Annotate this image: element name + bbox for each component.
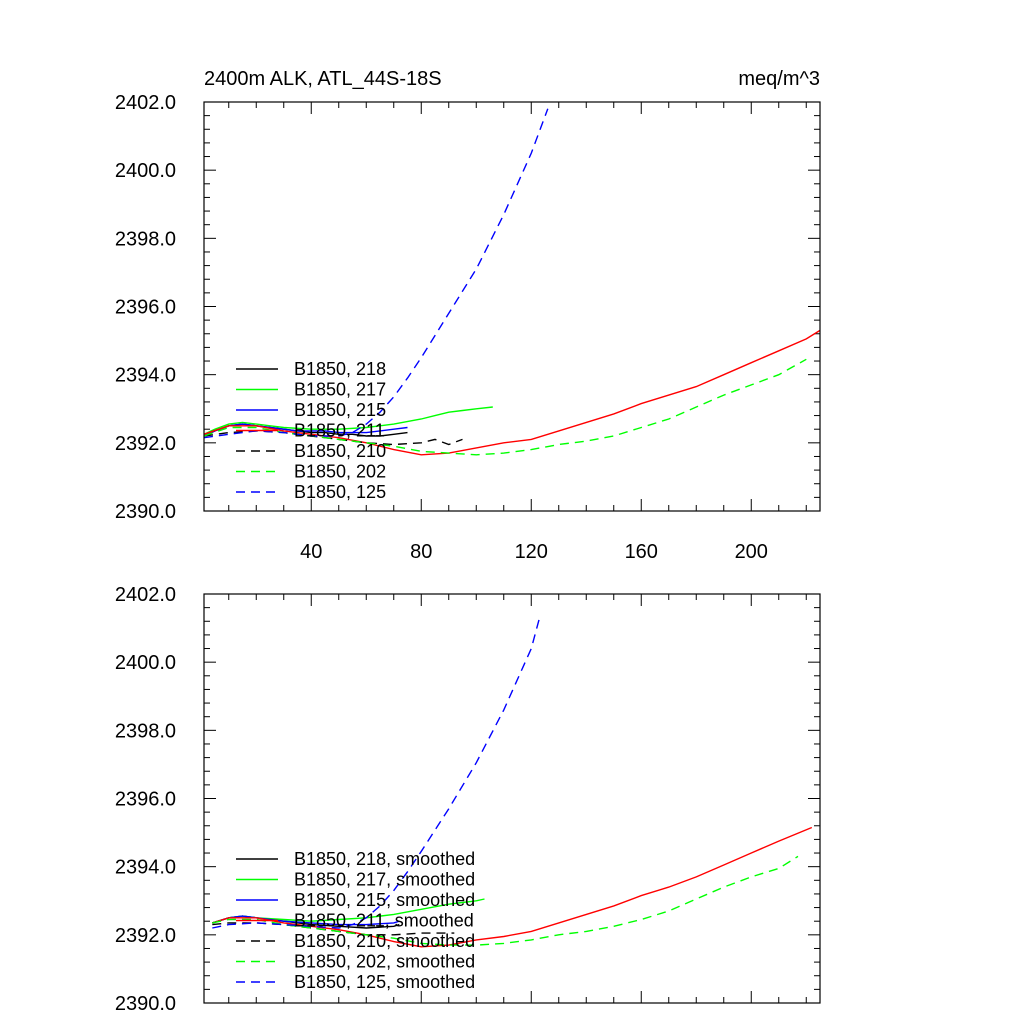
series-line-1 [204, 406, 493, 435]
x-tick-label: 200 [735, 541, 768, 563]
panel-top: 2400m ALK, ATL_44S-18S meq/m^3 2390.0 2392.… [115, 68, 821, 563]
y-tick-label: 2398.0 [115, 228, 176, 250]
y-tick-label: 2394.0 [115, 365, 176, 387]
legend-label: B1850, 210, smoothed [294, 931, 475, 951]
series-line-3 [204, 329, 820, 456]
plot-frame [203, 101, 821, 512]
legend-label: B1850, 210 [294, 441, 386, 461]
legend-label: B1850, 215 [294, 400, 386, 420]
legend-label: B1850, 217, smoothed [294, 870, 475, 890]
y-tick-label: 2392.0 [115, 433, 176, 455]
legend-label: B1850, 218, smoothed [294, 849, 475, 869]
series-line-5 [212, 855, 799, 946]
legend-label: B1850, 125, smoothed [294, 972, 475, 992]
y-tick-label: 2402.0 [115, 92, 176, 114]
legend-label: B1850, 211 [294, 421, 385, 441]
legend-label: B1850, 218 [294, 359, 386, 379]
y-tick-label: 2400.0 [115, 160, 176, 182]
x-tick-label: 80 [410, 541, 432, 563]
legend-label: B1850, 211, smoothed [294, 911, 474, 931]
units-label: meq/m^3 [738, 68, 820, 90]
series-line-5 [204, 358, 807, 456]
panel-bottom: 2390.0 2392.0 2394.0 2396.0 2398.0 2400.0 2402… [115, 584, 821, 1015]
x-tick-label: 160 [625, 541, 658, 563]
y-tick-label: 2390.0 [115, 993, 176, 1015]
x-tick-label: 40 [300, 541, 322, 563]
series-line-6 [204, 108, 549, 439]
legend-label: B1850, 202, smoothed [294, 952, 475, 972]
y-tick-label: 2396.0 [115, 789, 176, 811]
series-group [212, 617, 813, 948]
series-line-6 [212, 617, 541, 929]
series-line-2 [204, 423, 408, 437]
legend-label: B1850, 215, smoothed [294, 890, 475, 910]
chart-title: 2400m ALK, ATL_44S-18S [204, 68, 442, 90]
plot-frame [203, 593, 821, 1004]
y-tick-label: 2392.0 [115, 925, 176, 947]
y-tick-label: 2394.0 [115, 857, 176, 879]
y-tick-label: 2396.0 [115, 297, 176, 319]
y-tick-label: 2398.0 [115, 720, 176, 742]
series-group [204, 108, 820, 456]
y-tick-label: 2400.0 [115, 652, 176, 674]
legend-label: B1850, 202 [294, 462, 386, 482]
series-line-2 [212, 915, 400, 926]
legend-label: B1850, 217 [294, 380, 386, 400]
y-tick-label: 2402.0 [115, 584, 176, 606]
y-tick-label: 2390.0 [115, 501, 176, 523]
x-tick-label: 120 [515, 541, 548, 563]
legend-label: B1850, 125 [294, 482, 386, 502]
